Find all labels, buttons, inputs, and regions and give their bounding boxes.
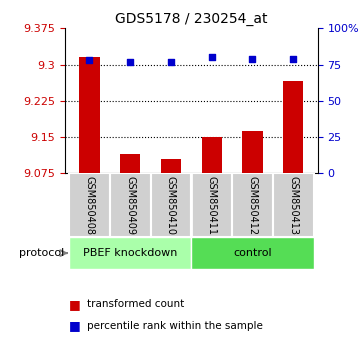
Point [209, 55, 214, 60]
Bar [191, 237, 314, 269]
Bar [283, 81, 303, 173]
Text: ■: ■ [69, 298, 81, 311]
Point [168, 59, 174, 64]
Bar [201, 137, 222, 173]
Text: GSM850410: GSM850410 [166, 176, 176, 235]
Bar [110, 173, 151, 237]
Point [249, 56, 255, 62]
Text: protocol: protocol [18, 248, 64, 258]
Bar [273, 173, 314, 237]
Bar [161, 159, 181, 173]
Text: percentile rank within the sample: percentile rank within the sample [87, 321, 262, 331]
Point [87, 57, 92, 63]
Text: GSM850411: GSM850411 [207, 176, 217, 235]
Text: GSM850413: GSM850413 [288, 176, 298, 235]
Bar [232, 173, 273, 237]
Text: GSM850408: GSM850408 [84, 176, 95, 235]
Bar [191, 173, 232, 237]
Text: control: control [233, 248, 272, 258]
Text: PBEF knockdown: PBEF knockdown [83, 248, 177, 258]
Bar [69, 237, 191, 269]
Point [127, 59, 133, 64]
Bar [79, 57, 100, 173]
Text: ■: ■ [69, 319, 81, 332]
Text: GSM850409: GSM850409 [125, 176, 135, 235]
Bar [69, 173, 110, 237]
Title: GDS5178 / 230254_at: GDS5178 / 230254_at [115, 12, 268, 26]
Text: transformed count: transformed count [87, 299, 184, 309]
Point [290, 56, 296, 62]
Bar [120, 154, 140, 173]
Text: GSM850412: GSM850412 [248, 176, 257, 235]
Bar [151, 173, 191, 237]
Bar [242, 131, 263, 173]
